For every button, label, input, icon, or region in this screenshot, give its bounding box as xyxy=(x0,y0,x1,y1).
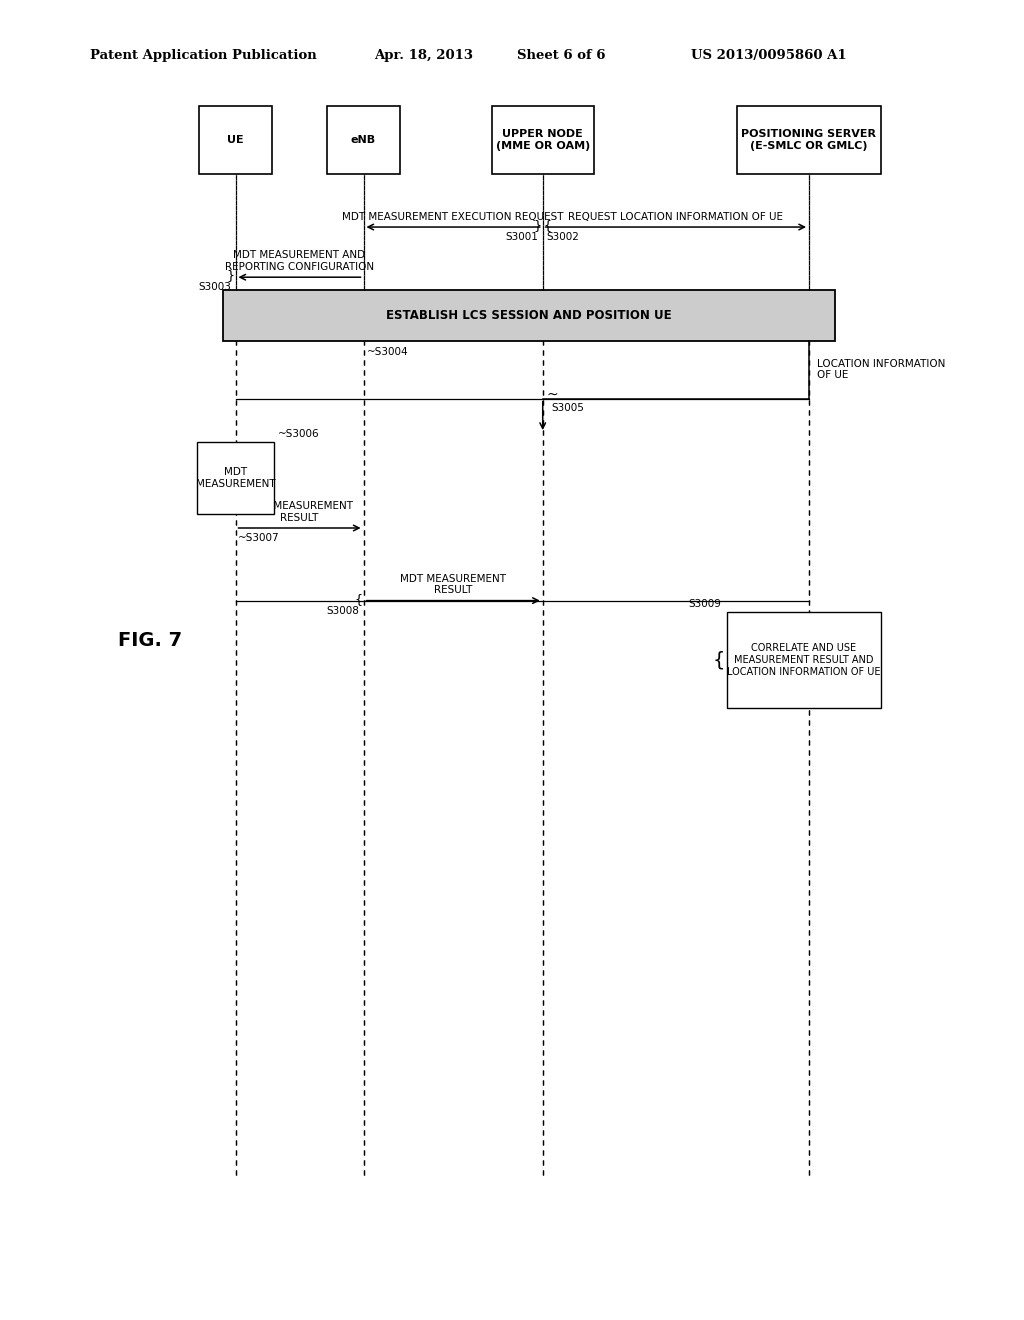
Text: }: } xyxy=(534,219,542,232)
Bar xyxy=(197,441,274,513)
Text: MDT MEASUREMENT
RESULT: MDT MEASUREMENT RESULT xyxy=(247,502,352,523)
Text: S3008: S3008 xyxy=(327,606,359,616)
Bar xyxy=(327,106,400,174)
Bar xyxy=(492,106,594,174)
Bar xyxy=(199,106,272,174)
Text: ~S3007: ~S3007 xyxy=(238,533,280,544)
Text: S3009: S3009 xyxy=(688,598,721,609)
Text: eNB: eNB xyxy=(351,135,376,145)
Text: S3005: S3005 xyxy=(551,403,584,413)
Text: FIG. 7: FIG. 7 xyxy=(118,631,182,649)
Text: Apr. 18, 2013: Apr. 18, 2013 xyxy=(374,49,473,62)
Text: ~S3004: ~S3004 xyxy=(367,347,409,358)
Text: MDT MEASUREMENT AND
REPORTING CONFIGURATION: MDT MEASUREMENT AND REPORTING CONFIGURAT… xyxy=(225,251,374,272)
Text: S3003: S3003 xyxy=(199,282,231,293)
Text: US 2013/0095860 A1: US 2013/0095860 A1 xyxy=(691,49,847,62)
Bar xyxy=(737,106,881,174)
Bar xyxy=(223,290,835,341)
Text: MDT
MEASUREMENT: MDT MEASUREMENT xyxy=(196,467,275,488)
Text: UE: UE xyxy=(227,135,244,145)
Text: S3002: S3002 xyxy=(547,232,580,243)
Text: }: } xyxy=(226,269,234,282)
Text: UPPER NODE
(MME OR OAM): UPPER NODE (MME OR OAM) xyxy=(496,129,590,150)
Text: REQUEST LOCATION INFORMATION OF UE: REQUEST LOCATION INFORMATION OF UE xyxy=(568,211,783,222)
Text: ESTABLISH LCS SESSION AND POSITION UE: ESTABLISH LCS SESSION AND POSITION UE xyxy=(386,309,672,322)
Text: S3001: S3001 xyxy=(506,232,539,243)
Text: POSITIONING SERVER
(E-SMLC OR GMLC): POSITIONING SERVER (E-SMLC OR GMLC) xyxy=(741,129,877,150)
Text: {: { xyxy=(354,593,362,606)
Text: {: { xyxy=(544,219,552,232)
Text: CORRELATE AND USE
MEASUREMENT RESULT AND
LOCATION INFORMATION OF UE: CORRELATE AND USE MEASUREMENT RESULT AND… xyxy=(727,643,881,677)
Text: ~S3006: ~S3006 xyxy=(279,429,319,438)
Text: ~: ~ xyxy=(547,388,558,401)
Text: Patent Application Publication: Patent Application Publication xyxy=(90,49,316,62)
Text: Sheet 6 of 6: Sheet 6 of 6 xyxy=(517,49,605,62)
Text: LOCATION INFORMATION
OF UE: LOCATION INFORMATION OF UE xyxy=(817,359,945,380)
Text: MDT MEASUREMENT EXECUTION REQUEST: MDT MEASUREMENT EXECUTION REQUEST xyxy=(342,211,564,222)
Bar xyxy=(727,612,881,708)
Text: MDT MEASUREMENT
RESULT: MDT MEASUREMENT RESULT xyxy=(400,574,506,595)
Text: {: { xyxy=(713,651,725,669)
